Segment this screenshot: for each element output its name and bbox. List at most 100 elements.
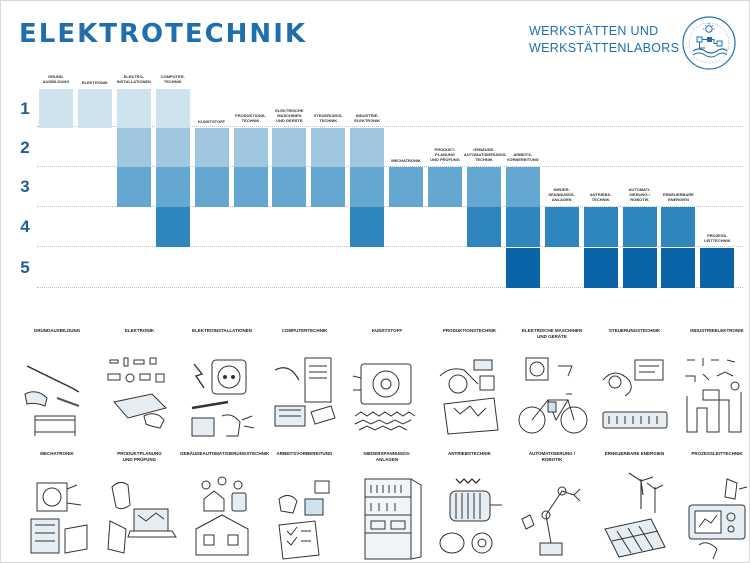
level-separator-line xyxy=(37,246,743,247)
matrix-cell-level-3 xyxy=(466,167,501,207)
column-label: ELEKTRONIK xyxy=(81,79,108,85)
workshop-tile: PRODUKTPLANUNG UND PRÜFUNG xyxy=(98,451,182,562)
laptop-planning-icon xyxy=(106,481,177,554)
workshop-tile: NIEDERSPANNUNGS- ANLAGEN xyxy=(345,451,429,562)
matrix-cell-level-5 xyxy=(700,248,735,288)
tile-label: PRODUKTPLANUNG UND PRÜFUNG xyxy=(117,451,162,462)
level-label-2: 2 xyxy=(20,138,30,157)
workshop-tile: COMPUTERTECHNIK xyxy=(263,328,347,446)
level-label-4: 4 xyxy=(20,217,30,236)
matrix-cell-level-5 xyxy=(622,248,657,288)
column-label: GRUND- AUSBILDUNG xyxy=(42,74,70,84)
computer-icon xyxy=(274,357,336,427)
matrix-cell-level-3 xyxy=(233,167,268,207)
hand-tools-icon xyxy=(24,365,80,436)
matrix-cell-level-3 xyxy=(155,167,190,207)
matrix-cell-level-4 xyxy=(505,207,540,247)
werkstatt-logo-icon xyxy=(682,16,736,70)
column-label: ARBEITS- VORBEREITUNG xyxy=(506,152,539,162)
tile-label: GEBÄUDEAUTOMATISIERUNGSTECHNIK xyxy=(180,451,270,456)
matrix-cell-level-4 xyxy=(661,207,696,247)
matrix-cell-level-2 xyxy=(350,128,385,167)
column-label: PROZESS- LEITTECHNIK xyxy=(704,233,731,243)
workshop-tile: ERNEUERBARE ENERGIEN xyxy=(593,451,677,562)
electronic-components-icon xyxy=(107,357,167,429)
level-label-1: 1 xyxy=(20,99,30,118)
subtitle-line-1: WERKSTÄTTEN UND xyxy=(529,24,659,38)
tile-label: STEUERUNGSTECHNIK xyxy=(608,328,661,333)
switch-cabinet-icon xyxy=(364,478,422,560)
socket-icon xyxy=(191,359,255,437)
workshop-tile: AUTOMATISIERUNG / ROBOTIK xyxy=(510,451,594,562)
tile-label: ELEKTRONIK xyxy=(124,328,155,333)
column-label: GEBÄUDE- AUTOMATISIERUNGS- TECHNIK xyxy=(463,146,507,162)
column-label: ERNEUERBARE ENERGIEN xyxy=(662,192,694,202)
matrix-cell-level-3 xyxy=(311,167,346,207)
matrix-cell-level-3 xyxy=(505,167,540,207)
smart-home-icon xyxy=(195,476,249,556)
level-label-5: 5 xyxy=(20,258,30,277)
tile-label: ELEKTRISCHE MASCHINEN UND GERÄTE xyxy=(521,328,583,339)
matrix-cell-level-3 xyxy=(272,167,307,207)
plastic-parts-icon xyxy=(352,363,416,431)
column-label: KUNSTSTOFF xyxy=(198,118,225,124)
ebike-icon xyxy=(518,357,588,434)
workshop-tile: MECHATRONIK xyxy=(15,451,99,562)
matrix-cell-level-4 xyxy=(155,207,190,247)
column-label: ANTRIEBS- TECHNIK xyxy=(589,192,612,202)
matrix-cell-level-2 xyxy=(272,128,307,167)
tile-label: INDUSTRIEELEKTRONIK xyxy=(690,328,744,333)
column-label: AUTOMATI- SIERUNG / ROBOTIK xyxy=(628,186,651,202)
production-icon xyxy=(439,359,499,435)
matrix-cell-level-4 xyxy=(466,207,501,247)
control-panel-icon xyxy=(688,478,748,560)
matrix-cell-level-1 xyxy=(155,89,190,128)
tile-label: NIEDERSPANNUNGS- ANLAGEN xyxy=(363,451,411,462)
workshop-tile: ELEKTRONIK xyxy=(98,328,182,446)
robot-arm-icon xyxy=(521,486,581,556)
workshop-tile: GEBÄUDEAUTOMATISIERUNGSTECHNIK xyxy=(180,451,270,562)
matrix-cell-level-2 xyxy=(194,128,229,167)
tile-label: PRODUKTIONSTECHNIK xyxy=(442,328,497,333)
column-label: NIEDER- SPANNUNGS- ANLAGEN xyxy=(548,186,575,202)
matrix-cell-level-2 xyxy=(116,128,151,167)
tile-label: ERNEUERBARE ENERGIEN xyxy=(604,451,665,456)
level-matrix: 1 2 3 4 5 GRUND- AUSBILDUNG ELEKTRONIK ELEKTRO-… xyxy=(1,1,749,301)
control-unit-icon xyxy=(602,359,667,429)
matrix-cell-level-2 xyxy=(311,128,346,167)
tile-label: ANTRIEBSTECHNIK xyxy=(447,451,491,456)
workshop-tile: GRUNDAUSBILDUNG xyxy=(15,328,99,446)
column-label: COMPUTER- TECHNIK xyxy=(160,74,185,84)
column-label: STEUERUNGS- TECHNIK xyxy=(313,113,343,123)
page-title: ELEKTROTECHNIK xyxy=(19,19,308,49)
matrix-cell-level-4 xyxy=(583,207,618,247)
tile-label: GRUNDAUSBILDUNG xyxy=(33,328,81,333)
column-label: PRODUKTIONS- TECHNIK xyxy=(235,113,266,123)
matrix-cell-level-5 xyxy=(583,248,618,288)
workshop-tile: STEUERUNGSTECHNIK xyxy=(593,328,677,446)
matrix-cell-level-5 xyxy=(661,248,696,288)
solar-wind-icon xyxy=(603,472,666,558)
level-label-3: 3 xyxy=(20,177,30,196)
tile-label: PROZESSLEITTECHNIK xyxy=(691,451,743,456)
level-separator-line xyxy=(37,126,743,127)
matrix-cell-level-4 xyxy=(350,207,385,247)
workshop-tile: PROZESSLEITTECHNIK xyxy=(675,451,749,562)
workshop-tile: ELEKTRISCHE MASCHINEN UND GERÄTE xyxy=(510,328,594,446)
workshop-tile: ANTRIEBSTECHNIK xyxy=(428,451,512,562)
subtitle-line-2: WERKSTÄTTENLABORS xyxy=(529,41,680,55)
workshop-tile: PRODUKTIONSTECHNIK xyxy=(428,328,512,446)
matrix-cell-level-3 xyxy=(116,167,151,207)
matrix-cell-level-3 xyxy=(350,167,385,207)
matrix-cell-level-4 xyxy=(622,207,657,247)
electric-motor-icon xyxy=(439,478,502,554)
workshop-tile: ARBEITSVORBEREITUNG xyxy=(263,451,347,562)
mechatronics-icon xyxy=(30,482,88,554)
column-label: MECHATRONIK xyxy=(391,157,421,163)
level-separator-line xyxy=(37,166,743,167)
matrix-cell-level-3 xyxy=(389,167,424,207)
tile-label: ELEKTROINSTALLATIONEN xyxy=(191,328,253,333)
tile-label: AUTOMATISIERUNG / ROBOTIK xyxy=(528,451,576,462)
level-separator-line xyxy=(37,287,743,288)
